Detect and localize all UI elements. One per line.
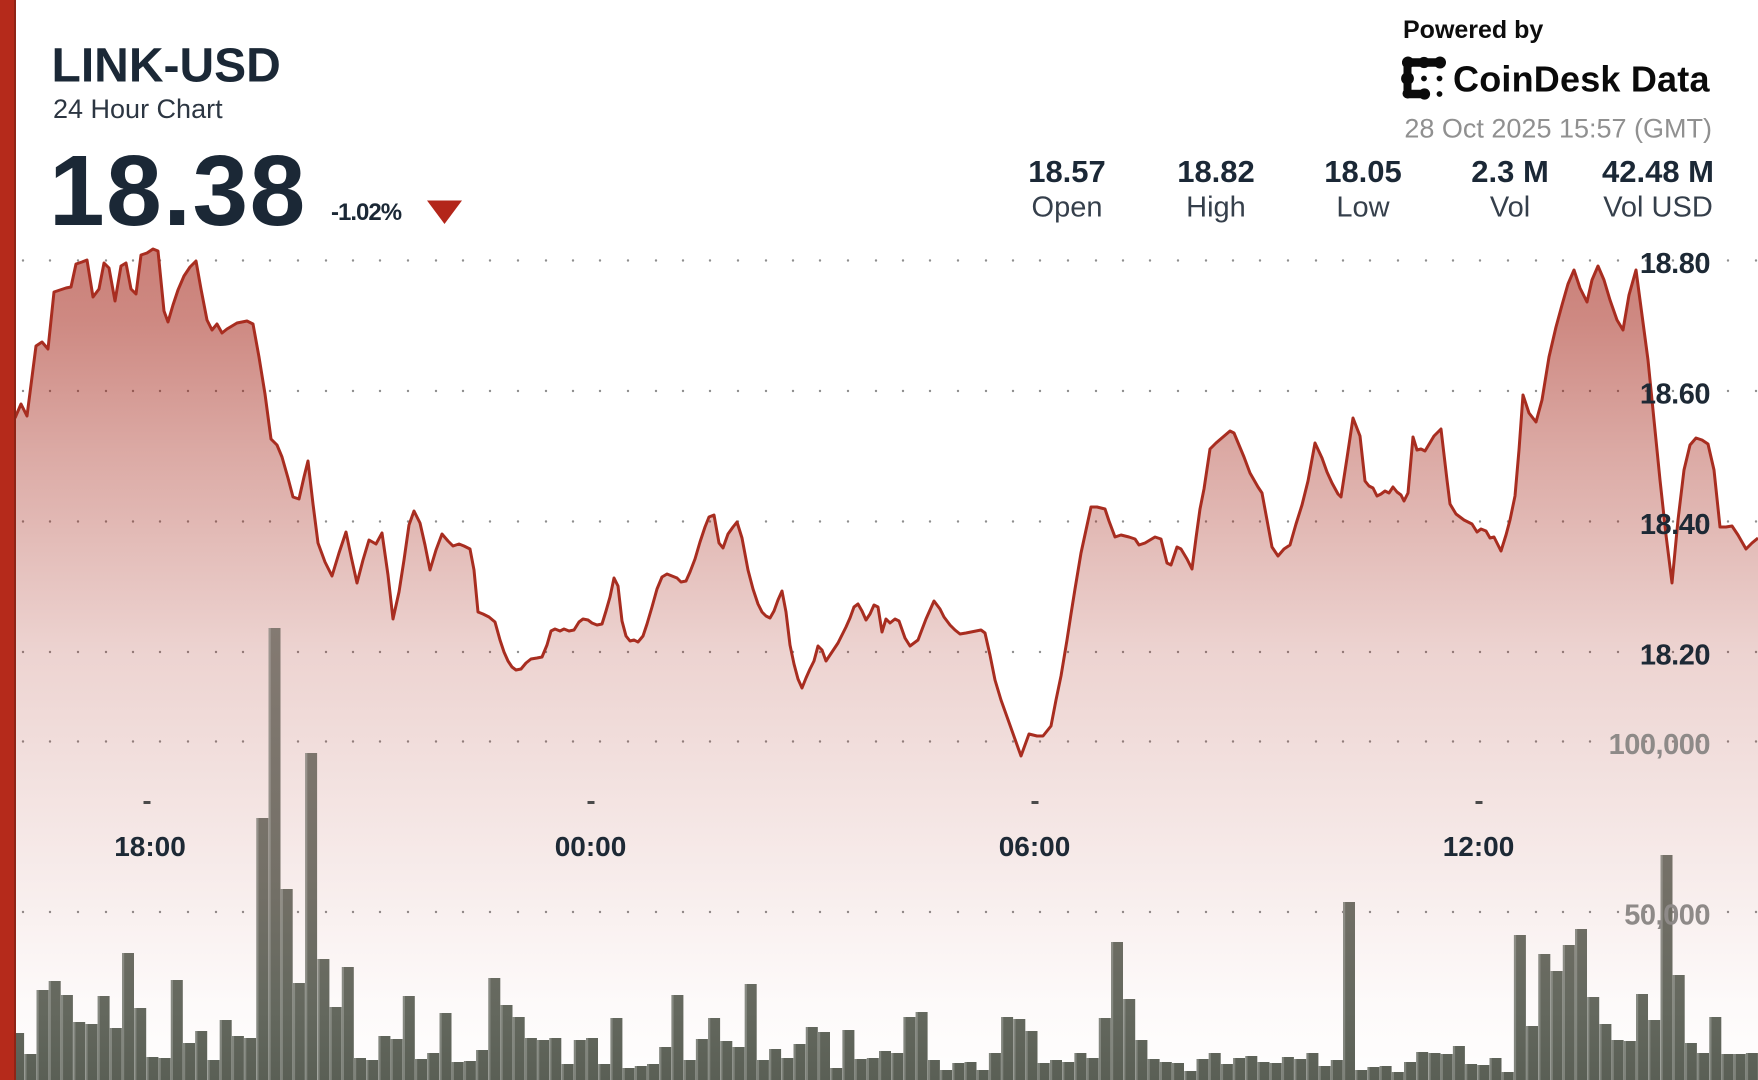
svg-text:12:00: 12:00 <box>1443 831 1515 862</box>
svg-text:Powered by: Powered by <box>1403 16 1543 44</box>
svg-text:Vol: Vol <box>1490 192 1530 224</box>
svg-text:2.3 M: 2.3 M <box>1471 154 1549 189</box>
svg-text:Vol USD: Vol USD <box>1603 192 1713 224</box>
svg-text:18.80: 18.80 <box>1640 248 1710 280</box>
svg-text:18.20: 18.20 <box>1640 640 1710 672</box>
svg-text:CoinDesk Data: CoinDesk Data <box>1453 59 1710 100</box>
svg-text:24 Hour Chart: 24 Hour Chart <box>53 94 223 124</box>
svg-text:High: High <box>1186 192 1246 224</box>
svg-text:100,000: 100,000 <box>1609 729 1710 761</box>
svg-text:42.48 M: 42.48 M <box>1602 154 1714 189</box>
svg-text:Low: Low <box>1336 192 1390 224</box>
svg-text:06:00: 06:00 <box>999 831 1071 862</box>
svg-text:-1.02%: -1.02% <box>331 199 402 226</box>
svg-text:18.60: 18.60 <box>1640 379 1710 411</box>
svg-text:18.57: 18.57 <box>1028 154 1106 189</box>
svg-text:50,000: 50,000 <box>1624 900 1710 932</box>
svg-text:18.40: 18.40 <box>1640 509 1710 541</box>
svg-text:18:00: 18:00 <box>114 831 186 862</box>
svg-text:00:00: 00:00 <box>555 831 627 862</box>
svg-text:Open: Open <box>1032 192 1103 224</box>
svg-text:LINK-USD: LINK-USD <box>52 40 281 93</box>
svg-text:18.38: 18.38 <box>49 135 307 247</box>
svg-text:18.82: 18.82 <box>1177 154 1255 189</box>
svg-text:18.05: 18.05 <box>1324 154 1402 189</box>
svg-text:28 Oct 2025 15:57 (GMT): 28 Oct 2025 15:57 (GMT) <box>1404 114 1712 144</box>
